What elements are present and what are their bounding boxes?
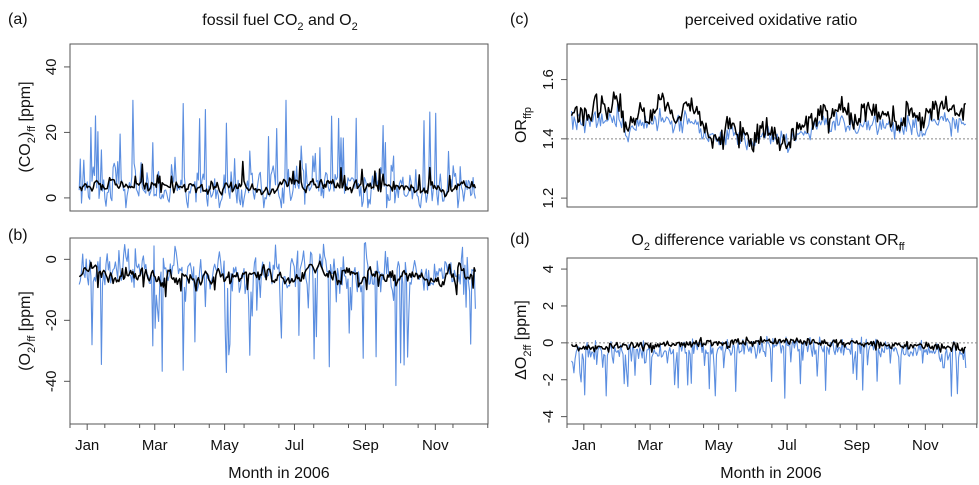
series-line-black bbox=[570, 91, 967, 153]
y-tick-label: 0 bbox=[43, 194, 60, 202]
x-tick-label-sep: Sep bbox=[352, 437, 379, 454]
panel-a-yticks: 0 20 40 bbox=[43, 59, 71, 202]
x-tick-label-mar: Mar bbox=[637, 437, 663, 454]
y-tick-label: -2 bbox=[540, 373, 557, 386]
y-tick-label: 1.2 bbox=[540, 188, 557, 209]
panel-b-series bbox=[78, 242, 477, 387]
panel-label-b: (b) bbox=[8, 227, 28, 244]
panel-d-title: O2 difference variable vs constant ORff bbox=[631, 232, 905, 253]
panel-c-plot-frame bbox=[566, 43, 978, 208]
panel-a-series bbox=[78, 99, 477, 209]
panel-a-co2: (a) fossil fuel CO2 and O2 0 20 40 (CO2)ff… bbox=[8, 11, 489, 212]
x-tick-label-nov: Nov bbox=[422, 437, 449, 454]
x-tick-label-may: May bbox=[210, 437, 239, 454]
panel-label-c: (c) bbox=[510, 11, 529, 28]
x-tick-label-jul: Jul bbox=[778, 437, 797, 454]
panel-b-xticks: Jan Mar May Jul Sep Nov bbox=[69, 424, 489, 454]
x-tick-label-jan: Jan bbox=[572, 437, 596, 454]
y-tick-label: 20 bbox=[43, 124, 60, 141]
x-tick-label-mar: Mar bbox=[142, 437, 168, 454]
panel-d-ylabel: ΔO2ff [ppm] bbox=[513, 300, 534, 380]
x-tick-label-jul: Jul bbox=[285, 437, 304, 454]
panel-b-yticks: 0 -20 -40 bbox=[43, 255, 71, 392]
y-tick-label: 0 bbox=[540, 339, 557, 347]
y-tick-label: -20 bbox=[43, 309, 60, 331]
panel-a-ylabel: (CO2)ff [ppm] bbox=[17, 81, 38, 172]
y-tick-label: 1.6 bbox=[540, 69, 557, 90]
series-line-blue bbox=[78, 99, 476, 209]
y-tick-label: -40 bbox=[43, 370, 60, 392]
panel-d-xticks: Jan Mar May Jul Sep Nov bbox=[566, 424, 978, 454]
series-line-blue bbox=[78, 242, 476, 387]
x-tick-label-nov: Nov bbox=[912, 437, 939, 454]
y-tick-label: 4 bbox=[540, 265, 557, 273]
panel-d-xlabel: Month in 2006 bbox=[720, 465, 822, 482]
panel-d-series bbox=[570, 335, 967, 399]
y-tick-label: 0 bbox=[43, 255, 60, 263]
panel-d-yticks: -4 -2 0 2 4 bbox=[540, 265, 568, 423]
panel-c-yticks: 1.2 1.4 1.6 bbox=[540, 69, 568, 209]
panel-c-title: perceived oxidative ratio bbox=[685, 12, 858, 29]
panel-b-ylabel: (O2)ff [ppm] bbox=[17, 291, 38, 371]
panel-c-oxidative-ratio: (c) perceived oxidative ratio 1.21.41.6 … bbox=[510, 11, 978, 209]
panel-a-title: fossil fuel CO2 and O2 bbox=[202, 12, 357, 33]
panel-b-xlabel: Month in 2006 bbox=[228, 465, 330, 482]
panel-d-o2-difference: (d) O2 difference variable vs constant O… bbox=[510, 231, 978, 482]
y-tick-label: 2 bbox=[540, 302, 557, 310]
x-tick-label-may: May bbox=[704, 437, 733, 454]
series-line-black bbox=[78, 260, 477, 298]
panel-c-ylabel: ORffp bbox=[513, 107, 534, 143]
y-tick-label: 40 bbox=[43, 59, 60, 76]
panel-label-a: (a) bbox=[8, 11, 28, 28]
x-tick-label-jan: Jan bbox=[75, 437, 99, 454]
panel-c-series bbox=[570, 91, 967, 154]
panel-b-o2: (b) 0 -20 -40 Jan Mar May Jul Sep Nov (O2)ff [p… bbox=[8, 227, 489, 482]
y-tick-label: 1.4 bbox=[540, 128, 557, 149]
x-tick-label-sep: Sep bbox=[843, 437, 870, 454]
panel-label-d: (d) bbox=[510, 231, 530, 248]
series-line-black bbox=[78, 160, 477, 198]
panel-d-plot-frame bbox=[566, 257, 978, 425]
series-line-black bbox=[570, 335, 967, 354]
y-tick-label: -4 bbox=[540, 410, 557, 423]
series-line-blue bbox=[571, 335, 967, 399]
